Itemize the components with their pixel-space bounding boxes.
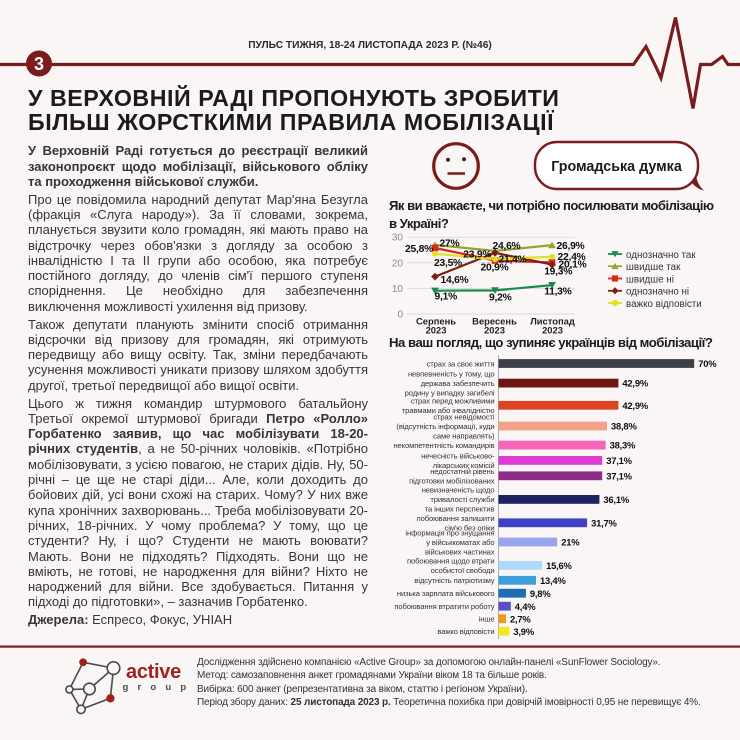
svg-text:15,6%: 15,6% <box>546 560 572 571</box>
svg-text:швидше так: швидше так <box>626 262 681 273</box>
svg-text:23,9%: 23,9% <box>463 249 491 260</box>
svg-text:4,4%: 4,4% <box>515 601 536 612</box>
svg-text:9,1%: 9,1% <box>435 292 458 303</box>
svg-text:Серпень: Серпень <box>416 316 456 327</box>
svg-text:13,4%: 13,4% <box>540 575 566 586</box>
svg-text:страх за своє життя: страх за своє життя <box>427 359 495 368</box>
svg-text:Вересень: Вересень <box>472 316 517 327</box>
svg-text:швидше ні: швидше ні <box>626 274 674 285</box>
svg-text:27%: 27% <box>440 239 460 250</box>
svg-text:26,9%: 26,9% <box>557 241 585 252</box>
svg-text:23,5%: 23,5% <box>434 258 462 269</box>
svg-text:19,3%: 19,3% <box>544 267 572 278</box>
svg-text:30: 30 <box>392 233 404 244</box>
svg-text:3,9%: 3,9% <box>513 626 534 637</box>
svg-text:побоювання втратити роботу: побоювання втратити роботу <box>394 602 494 611</box>
svg-text:42,9%: 42,9% <box>622 400 648 411</box>
svg-text:24,6%: 24,6% <box>493 241 521 252</box>
svg-text:21,4%: 21,4% <box>499 255 527 266</box>
svg-text:20: 20 <box>392 258 404 269</box>
svg-text:2023: 2023 <box>542 325 563 336</box>
svg-text:9,2%: 9,2% <box>489 293 512 304</box>
svg-text:важко відповісти: важко відповісти <box>626 299 702 310</box>
svg-text:20,1%: 20,1% <box>559 260 587 271</box>
svg-text:9,8%: 9,8% <box>530 588 551 599</box>
svg-text:10: 10 <box>392 284 404 295</box>
svg-text:Листопад: Листопад <box>530 316 575 327</box>
svg-text:Громадська думка: Громадська думка <box>551 159 683 175</box>
svg-text:11,3%: 11,3% <box>544 287 571 298</box>
svg-text:36,1%: 36,1% <box>603 494 629 505</box>
svg-text:низька зарплата військового: низька зарплата військового <box>397 589 495 598</box>
svg-text:важко відповісти: важко відповісти <box>437 627 494 636</box>
svg-text:2023: 2023 <box>426 325 447 336</box>
svg-text:страх невідомості(відсутність: страх невідомості (відсутність інформації… <box>396 412 495 440</box>
svg-text:38,3%: 38,3% <box>610 440 636 451</box>
svg-text:2,7%: 2,7% <box>510 613 531 624</box>
svg-text:некомпетентність командирів: некомпетентність командирів <box>393 441 494 450</box>
svg-text:37,1%: 37,1% <box>606 455 632 466</box>
svg-text:однозначно так: однозначно так <box>626 250 696 261</box>
svg-text:31,7%: 31,7% <box>591 517 617 528</box>
svg-text:інше: інше <box>479 615 495 624</box>
svg-text:нечесність військово-лікарськи: нечесність військово-лікарських комісій <box>421 451 495 470</box>
svg-text:відсутність патріотизму: відсутність патріотизму <box>414 576 494 585</box>
svg-text:14,6%: 14,6% <box>441 275 469 286</box>
svg-text:3: 3 <box>34 54 44 74</box>
svg-text:21%: 21% <box>561 537 580 548</box>
svg-text:42,9%: 42,9% <box>622 378 648 389</box>
svg-text:70%: 70% <box>698 358 717 369</box>
svg-text:22,4%: 22,4% <box>558 252 586 263</box>
svg-text:0: 0 <box>397 310 403 321</box>
svg-text:37,1%: 37,1% <box>606 470 632 481</box>
svg-text:2023: 2023 <box>484 325 505 336</box>
svg-text:25,8%: 25,8% <box>405 244 433 255</box>
svg-text:38,8%: 38,8% <box>611 421 637 432</box>
svg-text:20,9%: 20,9% <box>481 262 509 273</box>
svg-text:однозначно ні: однозначно ні <box>626 287 689 298</box>
